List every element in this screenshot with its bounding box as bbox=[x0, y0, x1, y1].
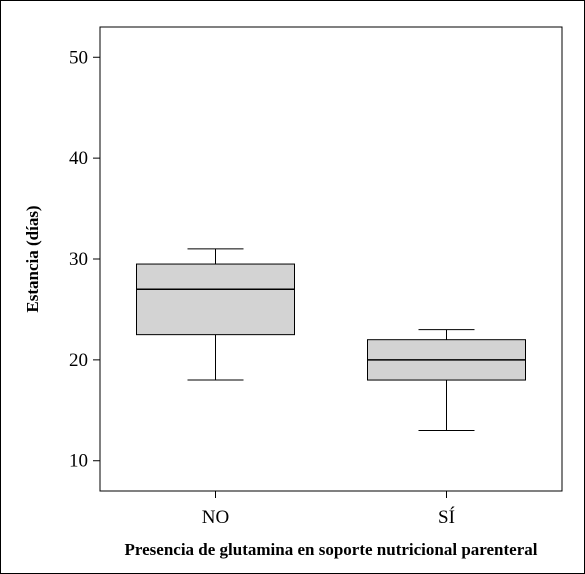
y-tick-label: 50 bbox=[69, 47, 88, 68]
box-group-si bbox=[367, 329, 526, 431]
x-axis: NO SÍ bbox=[202, 491, 455, 528]
y-tick-label: 40 bbox=[69, 148, 88, 169]
y-tick-label: 30 bbox=[69, 249, 88, 270]
x-tick-label: NO bbox=[202, 507, 229, 528]
y-axis: 10 20 30 40 50 bbox=[69, 47, 100, 472]
iqr-box bbox=[136, 263, 295, 336]
plot-area bbox=[99, 26, 563, 492]
y-tick-label: 20 bbox=[69, 350, 88, 371]
x-tick-label: SÍ bbox=[438, 506, 455, 528]
box-group-no bbox=[136, 248, 295, 381]
x-axis-title: Presencia de glutamina en soporte nutric… bbox=[124, 540, 537, 559]
y-tick-label: 10 bbox=[69, 451, 88, 472]
y-axis-title: Estancia (días) bbox=[23, 205, 42, 312]
boxes bbox=[136, 248, 526, 431]
